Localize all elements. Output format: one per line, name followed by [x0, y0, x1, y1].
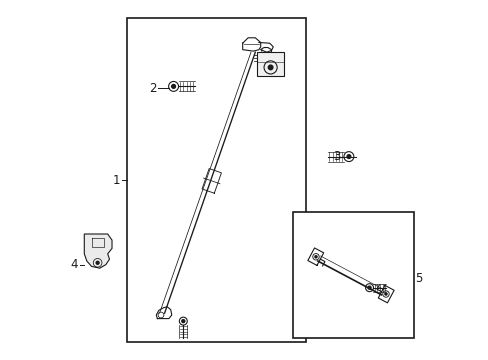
Circle shape	[314, 256, 316, 258]
Text: 1: 1	[113, 174, 120, 186]
Circle shape	[171, 85, 175, 88]
Polygon shape	[84, 234, 112, 268]
Circle shape	[268, 65, 272, 70]
Circle shape	[384, 293, 386, 295]
Circle shape	[346, 155, 350, 158]
Text: 5: 5	[415, 273, 422, 285]
Circle shape	[367, 286, 370, 289]
Circle shape	[96, 261, 99, 264]
Bar	[257, 52, 284, 76]
Bar	[292, 212, 413, 338]
Text: 4: 4	[71, 258, 78, 271]
Text: 3: 3	[332, 150, 339, 163]
Bar	[127, 18, 305, 342]
Text: 2: 2	[148, 82, 156, 95]
Circle shape	[182, 320, 184, 323]
